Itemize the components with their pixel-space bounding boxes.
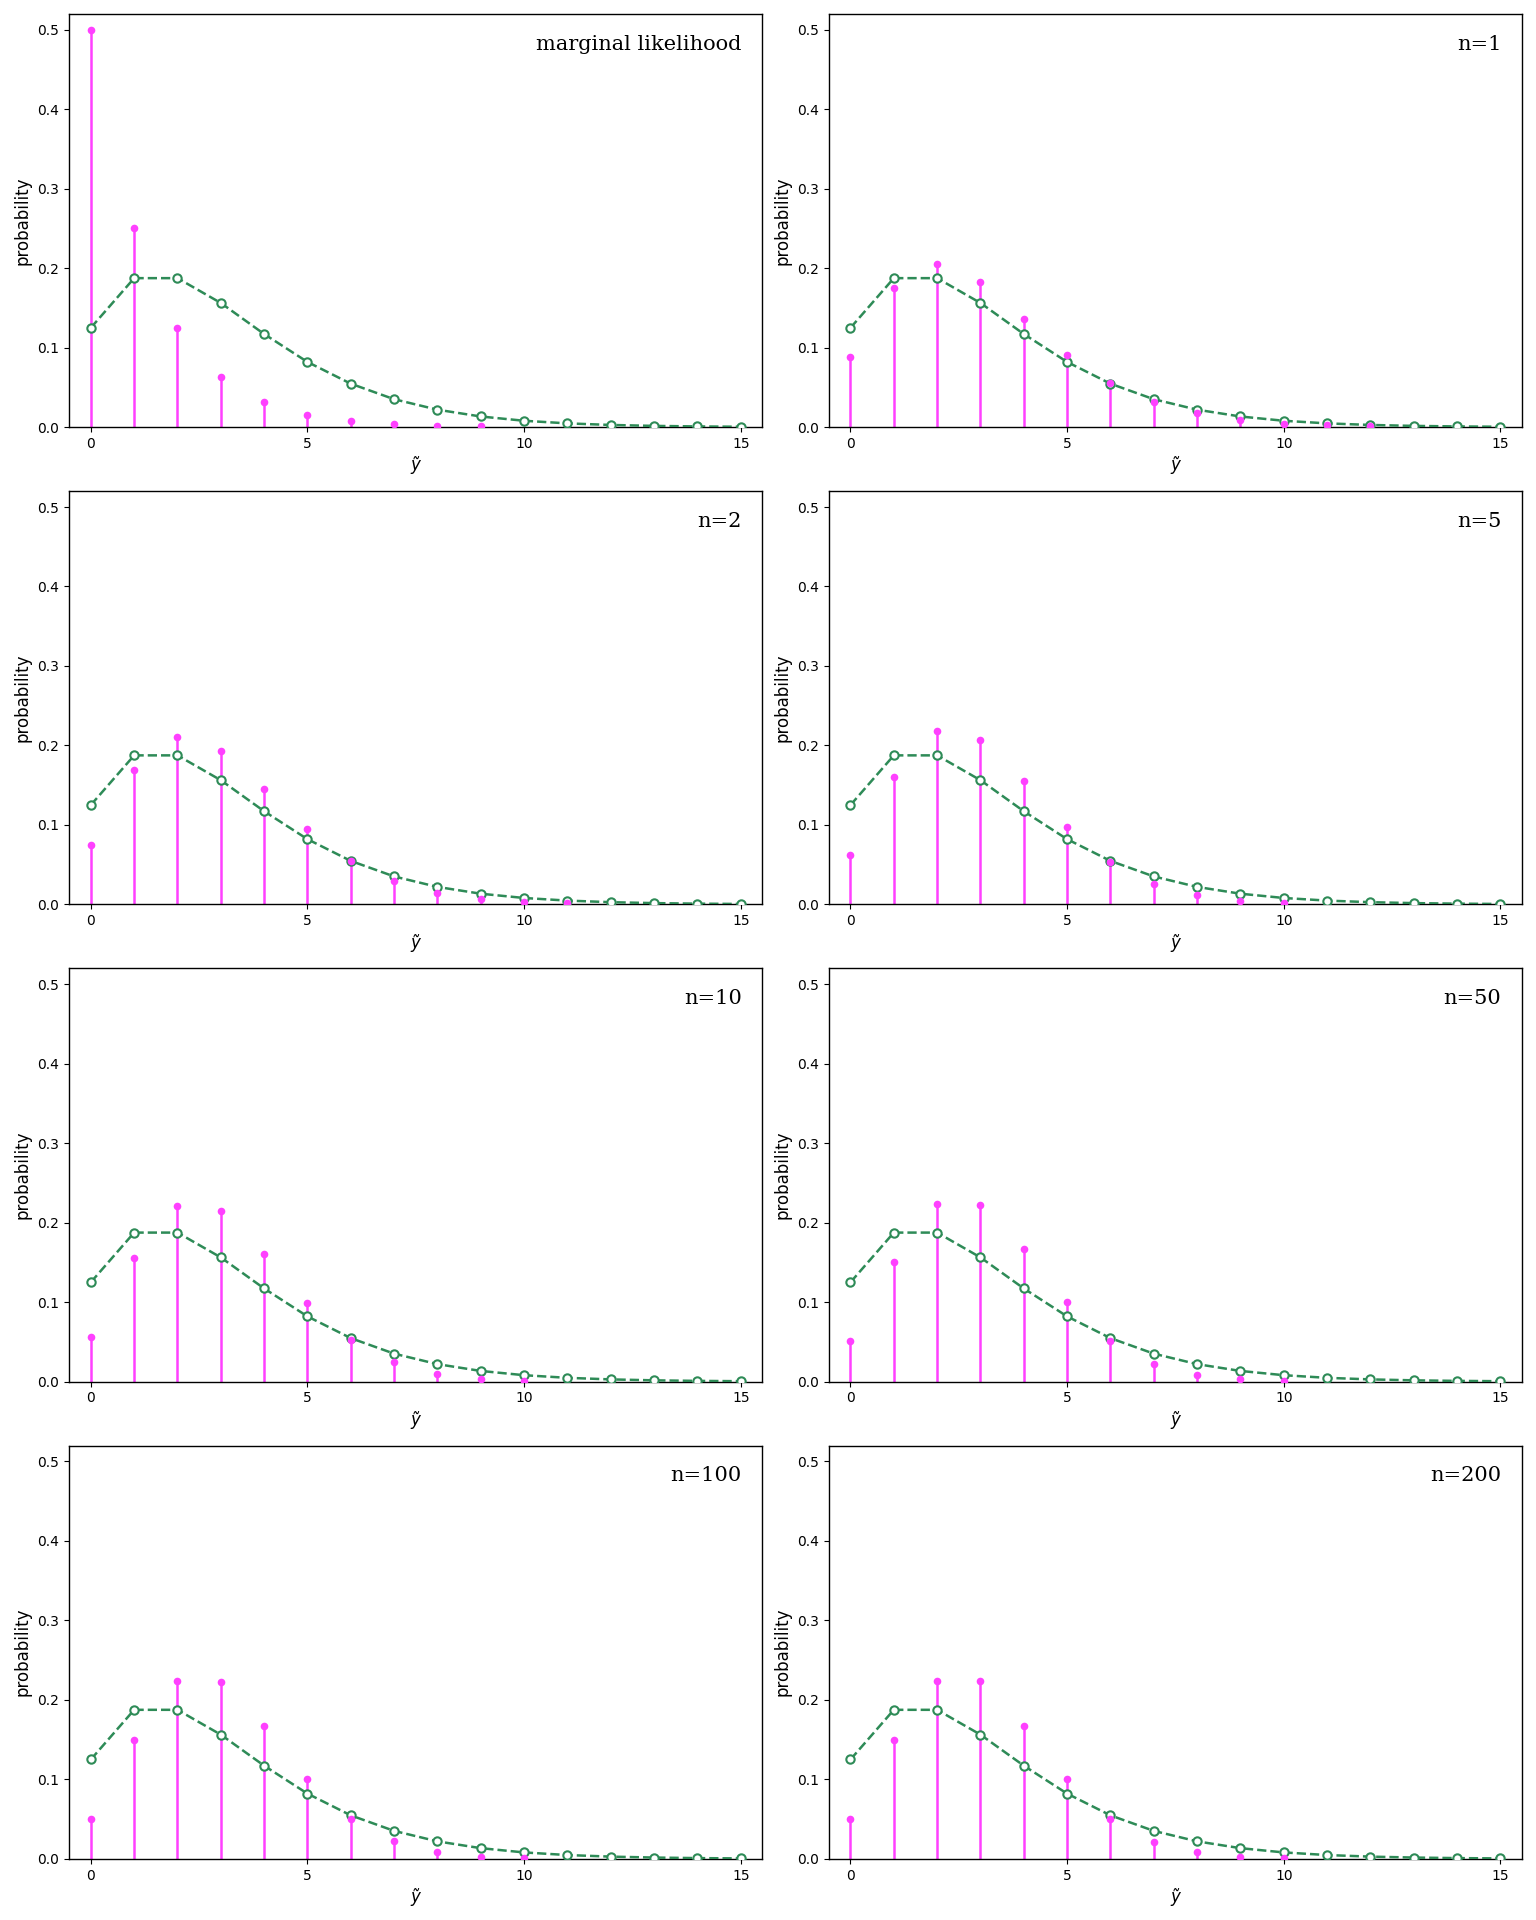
Text: marginal likelihood: marginal likelihood xyxy=(536,35,742,54)
Text: n=2: n=2 xyxy=(697,513,742,530)
Text: n=10: n=10 xyxy=(684,989,742,1008)
Text: n=1: n=1 xyxy=(1456,35,1501,54)
Y-axis label: probability: probability xyxy=(14,1131,32,1219)
X-axis label: ỹ: ỹ xyxy=(1170,457,1180,474)
Y-axis label: probability: probability xyxy=(774,1607,791,1697)
Y-axis label: probability: probability xyxy=(14,177,32,265)
Text: n=5: n=5 xyxy=(1458,513,1501,530)
Y-axis label: probability: probability xyxy=(774,1131,791,1219)
X-axis label: ỹ: ỹ xyxy=(410,1411,421,1428)
Y-axis label: probability: probability xyxy=(14,1607,32,1697)
Text: n=100: n=100 xyxy=(670,1467,742,1486)
X-axis label: ỹ: ỹ xyxy=(410,457,421,474)
X-axis label: ỹ: ỹ xyxy=(410,1887,421,1907)
Y-axis label: probability: probability xyxy=(774,653,791,741)
X-axis label: ỹ: ỹ xyxy=(1170,933,1180,952)
Text: n=200: n=200 xyxy=(1430,1467,1501,1486)
X-axis label: ỹ: ỹ xyxy=(1170,1411,1180,1428)
X-axis label: ỹ: ỹ xyxy=(410,933,421,952)
Text: n=50: n=50 xyxy=(1444,989,1501,1008)
X-axis label: ỹ: ỹ xyxy=(1170,1887,1180,1907)
Y-axis label: probability: probability xyxy=(774,177,791,265)
Y-axis label: probability: probability xyxy=(14,653,32,741)
